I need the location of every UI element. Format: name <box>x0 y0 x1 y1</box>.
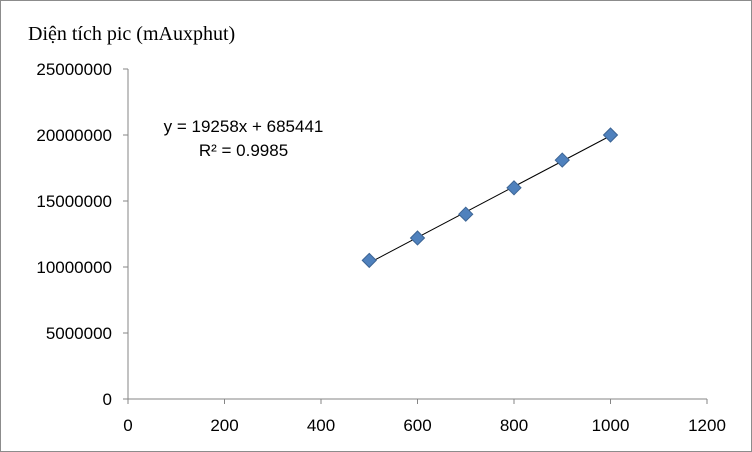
x-tick-label: 1000 <box>592 416 630 435</box>
y-tick-label: 20000000 <box>36 126 112 145</box>
trendline-equation: y = 19258x + 685441 <box>163 117 324 136</box>
y-tick-label: 15000000 <box>36 192 112 211</box>
trendline-label: y = 19258x + 685441 R² = 0.9985 <box>141 115 346 163</box>
y-axis-title: Diện tích pic (mAuxphut) <box>28 23 236 45</box>
trendline <box>369 135 611 264</box>
x-tick-label: 600 <box>403 416 431 435</box>
data-point <box>602 127 619 143</box>
data-point <box>361 252 377 269</box>
y-tick-label: 10000000 <box>36 258 112 277</box>
data-point <box>554 152 570 168</box>
data-point <box>506 180 522 196</box>
y-tick-label: 0 <box>103 390 112 409</box>
x-tick-label: 1200 <box>688 416 726 435</box>
y-tick-label: 5000000 <box>46 324 112 343</box>
x-tick-label: 200 <box>210 416 238 435</box>
y-tick-label: 25000000 <box>36 60 112 79</box>
x-tick-label: 0 <box>123 416 132 435</box>
x-tick-label: 400 <box>307 416 335 435</box>
x-tick-label: 800 <box>500 416 528 435</box>
data-point <box>458 206 474 222</box>
trendline-r-squared: R² = 0.9985 <box>198 141 289 160</box>
data-point <box>409 230 426 246</box>
